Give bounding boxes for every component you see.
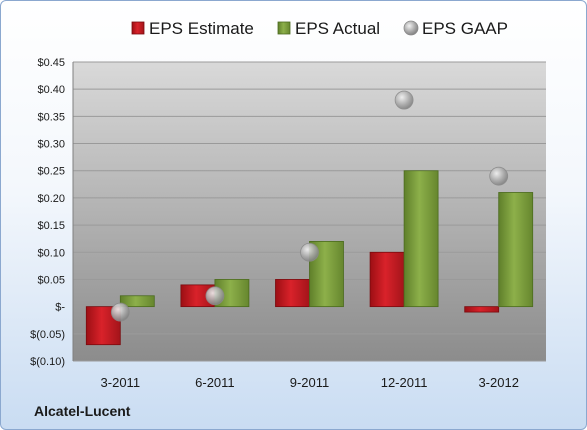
x-tick-label: 3-2012 (478, 375, 518, 390)
x-tick-label: 6-2011 (195, 375, 235, 390)
estimate-bar (464, 306, 500, 313)
legend-estimate-swatch (131, 21, 145, 35)
gaap-marker (110, 302, 130, 322)
gaap-marker (489, 166, 509, 186)
legend-actual-swatch (277, 21, 291, 35)
legend-gaap-swatch (403, 20, 419, 36)
x-tick-label: 9-2011 (290, 375, 330, 390)
gaap-marker (300, 242, 319, 262)
y-tick-label: $- (55, 302, 65, 314)
y-tick-label: $0.20 (37, 193, 65, 205)
plot-area (73, 62, 546, 361)
legend-actual-label: EPS Actual (295, 19, 380, 38)
actual-bar (119, 295, 155, 308)
gaap-marker (394, 90, 414, 110)
legend-estimate-label: EPS Estimate (149, 19, 254, 38)
y-tick-label: $0.05 (37, 274, 65, 286)
legend-gaap-label: EPS GAAP (422, 19, 508, 38)
y-tick-label: $0.10 (37, 247, 65, 259)
x-tick-label: 12-2011 (381, 375, 428, 390)
company-label: Alcatel-Lucent (34, 403, 131, 419)
y-tick-label: $0.25 (37, 166, 65, 178)
y-tick-label: $(0.10) (30, 356, 65, 368)
y-tick-label: $0.40 (37, 84, 65, 96)
estimate-bar (369, 251, 405, 308)
y-tick-label: $0.35 (37, 111, 65, 123)
estimate-bar (275, 279, 310, 308)
y-tick-label: $0.45 (37, 57, 65, 69)
actual-bar (403, 170, 439, 308)
y-tick-label: $(0.05) (30, 329, 65, 341)
actual-bar (498, 192, 534, 308)
gaap-marker (205, 286, 225, 306)
x-tick-label: 3-2011 (101, 375, 141, 390)
y-tick-label: $0.30 (37, 139, 65, 151)
y-tick-label: $0.15 (37, 220, 65, 232)
